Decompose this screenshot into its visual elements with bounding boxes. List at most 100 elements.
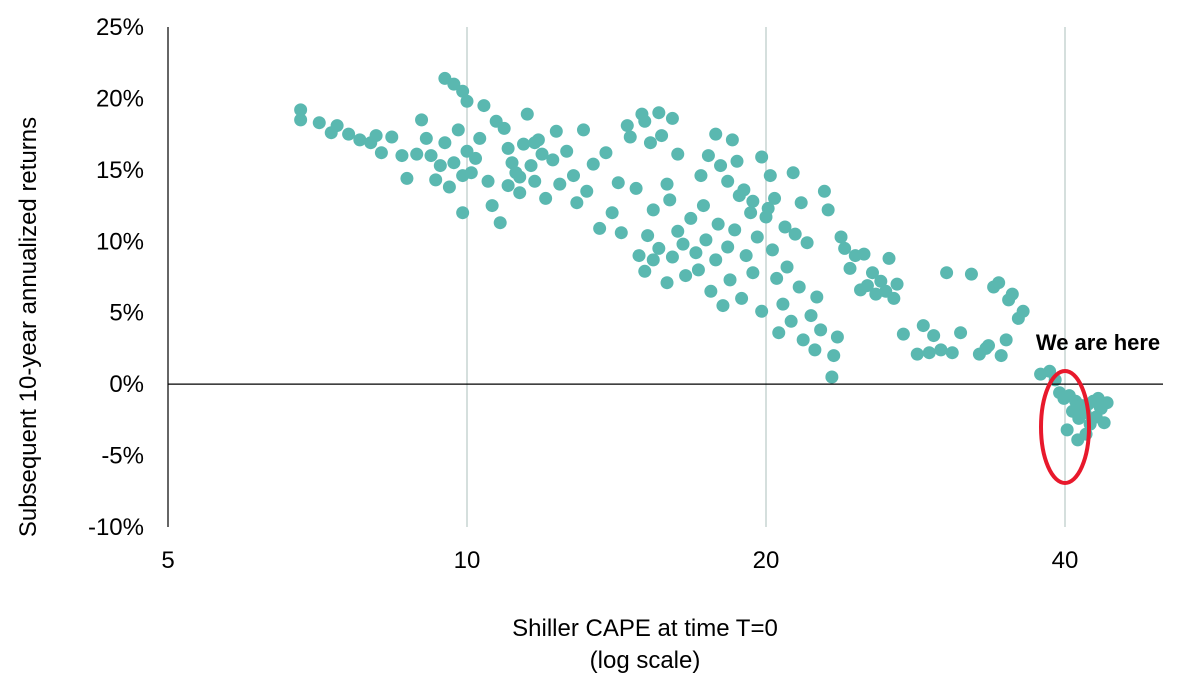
y-tick-label: 10% bbox=[96, 228, 144, 255]
data-point bbox=[778, 220, 792, 234]
data-point bbox=[696, 199, 710, 213]
data-points bbox=[294, 71, 1114, 447]
data-point bbox=[725, 133, 739, 147]
data-point bbox=[857, 247, 871, 261]
data-point bbox=[780, 260, 794, 274]
data-point bbox=[721, 174, 735, 188]
y-tick-label: -5% bbox=[101, 443, 144, 470]
y-tick-label: 0% bbox=[109, 371, 144, 398]
y-tick-label: -10% bbox=[88, 514, 144, 541]
x-tick-label: 10 bbox=[454, 547, 481, 574]
data-point bbox=[821, 203, 835, 217]
data-point bbox=[709, 253, 723, 267]
data-point bbox=[442, 180, 456, 194]
data-point bbox=[709, 127, 723, 141]
data-point bbox=[524, 159, 538, 173]
data-point bbox=[473, 131, 487, 145]
data-point bbox=[580, 184, 594, 198]
data-point bbox=[922, 346, 936, 360]
data-point bbox=[566, 169, 580, 183]
data-point bbox=[714, 159, 728, 173]
data-point bbox=[694, 169, 708, 183]
data-point bbox=[763, 169, 777, 183]
data-point bbox=[701, 149, 715, 163]
data-point bbox=[539, 191, 553, 205]
data-point bbox=[570, 196, 584, 210]
data-point bbox=[825, 370, 839, 384]
data-point bbox=[456, 84, 470, 98]
data-point bbox=[676, 237, 690, 251]
data-point bbox=[623, 130, 637, 144]
data-point bbox=[369, 129, 383, 143]
data-point bbox=[549, 124, 563, 138]
data-point bbox=[869, 287, 883, 301]
x-tick-label: 20 bbox=[753, 547, 780, 574]
data-point bbox=[660, 177, 674, 191]
data-point bbox=[353, 133, 367, 147]
data-point bbox=[560, 144, 574, 158]
data-point bbox=[629, 181, 643, 195]
highlight-ellipse bbox=[1039, 369, 1091, 485]
data-point bbox=[755, 304, 769, 318]
data-point bbox=[1093, 400, 1107, 414]
data-point bbox=[750, 230, 764, 244]
data-point bbox=[671, 224, 685, 238]
data-point bbox=[772, 326, 786, 340]
data-point bbox=[704, 284, 718, 298]
data-point bbox=[330, 119, 344, 133]
data-point bbox=[419, 131, 433, 145]
data-point bbox=[814, 323, 828, 337]
data-point bbox=[999, 333, 1013, 347]
data-point bbox=[770, 271, 784, 285]
data-point bbox=[865, 266, 879, 280]
data-point bbox=[716, 299, 730, 313]
data-point bbox=[730, 154, 744, 168]
data-point bbox=[447, 77, 461, 91]
data-point bbox=[684, 211, 698, 225]
y-tick-label: 15% bbox=[96, 157, 144, 184]
data-point bbox=[860, 279, 874, 293]
data-point bbox=[429, 173, 443, 187]
data-point bbox=[520, 107, 534, 121]
data-point bbox=[994, 349, 1008, 363]
data-point bbox=[788, 227, 802, 241]
data-point bbox=[665, 111, 679, 125]
data-point bbox=[501, 141, 515, 155]
data-point bbox=[887, 291, 901, 305]
grid-lines bbox=[466, 27, 1066, 527]
data-point bbox=[641, 229, 655, 243]
data-point bbox=[735, 291, 749, 305]
data-point bbox=[834, 230, 848, 244]
data-point bbox=[964, 267, 978, 281]
data-point bbox=[493, 216, 507, 230]
data-point bbox=[896, 327, 910, 341]
data-point bbox=[599, 146, 613, 160]
data-point bbox=[768, 191, 782, 205]
data-point bbox=[746, 194, 760, 208]
annotation-label: We are here bbox=[1036, 330, 1160, 355]
data-point bbox=[890, 277, 904, 291]
data-point bbox=[477, 99, 491, 113]
data-point bbox=[945, 346, 959, 360]
data-point bbox=[660, 276, 674, 290]
data-point bbox=[744, 206, 758, 220]
data-point bbox=[691, 263, 705, 277]
data-point bbox=[792, 280, 806, 294]
data-point bbox=[671, 147, 685, 161]
data-point bbox=[614, 226, 628, 240]
data-point bbox=[765, 243, 779, 257]
data-point bbox=[593, 221, 607, 235]
data-point bbox=[456, 206, 470, 220]
data-point bbox=[513, 170, 527, 184]
x-tick-label: 40 bbox=[1052, 547, 1079, 574]
data-point bbox=[438, 136, 452, 150]
data-point bbox=[874, 274, 888, 288]
data-point bbox=[810, 290, 824, 304]
data-point bbox=[433, 159, 447, 173]
data-point bbox=[576, 123, 590, 137]
data-point bbox=[800, 236, 814, 250]
x-tick-labels: 5 10 20 40 bbox=[161, 547, 1078, 574]
data-point bbox=[830, 330, 844, 344]
data-point bbox=[460, 144, 474, 158]
